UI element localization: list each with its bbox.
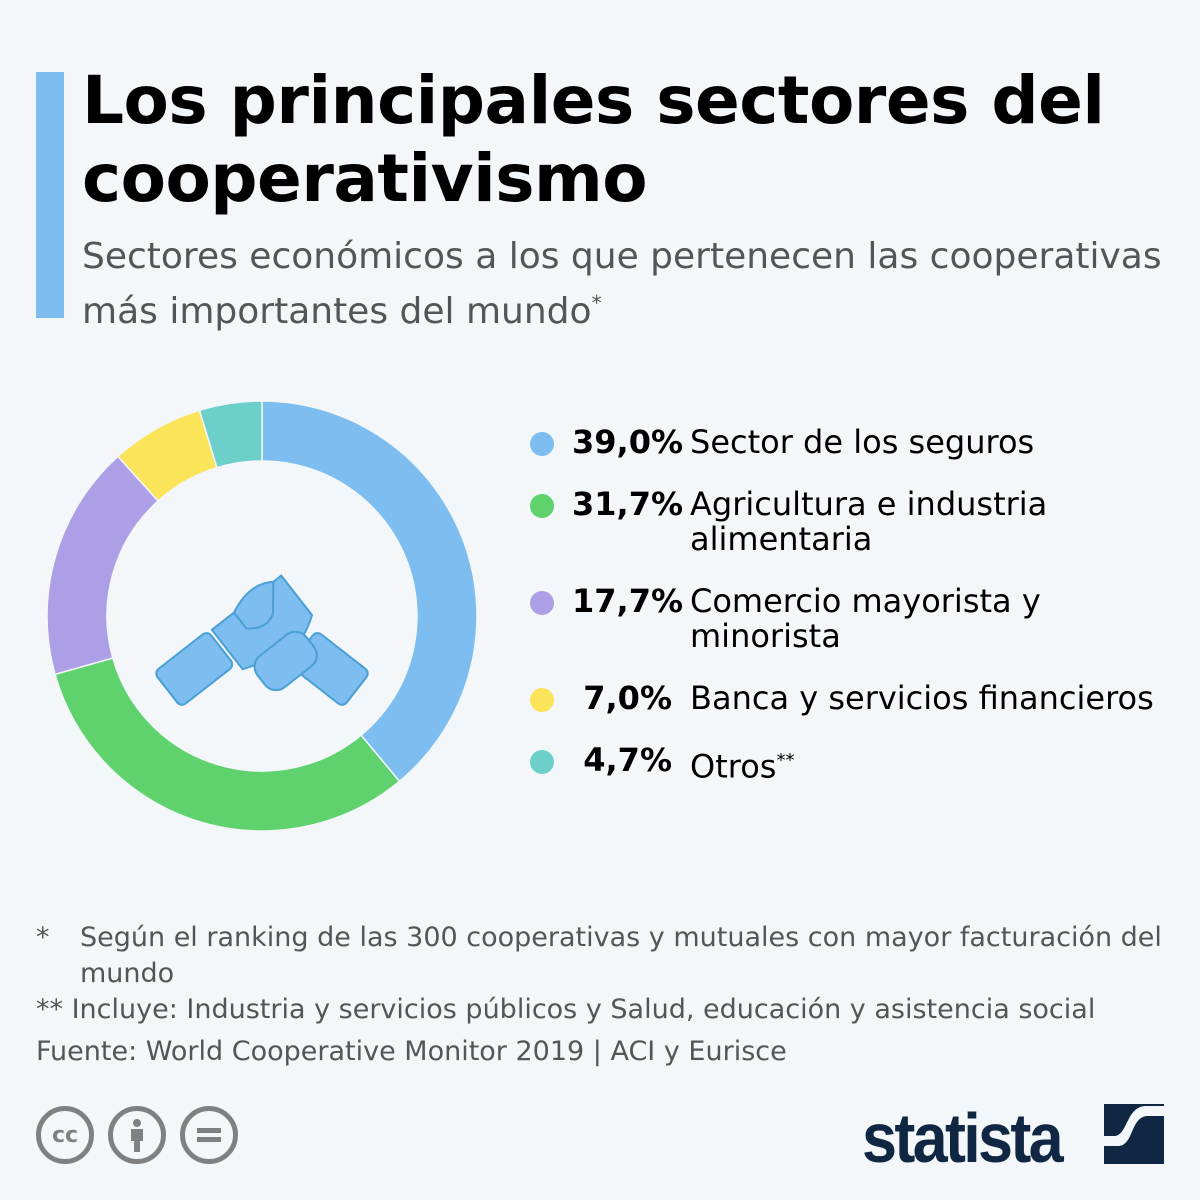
legend-dot (530, 688, 554, 712)
legend: 39,0% Sector de los seguros 31,7% Agricultu… (530, 425, 1190, 812)
legend-dot (530, 591, 554, 615)
subtitle-text: Sectores económicos a los que pertenecen… (82, 236, 1162, 332)
legend-item: 31,7% Agricultura e industria alimentaria (530, 487, 1190, 557)
source: Fuente: World Cooperative Monitor 2019 |… (36, 1036, 787, 1067)
legend-value: 31,7% (572, 485, 684, 523)
legend-dot (530, 432, 554, 456)
donut-slice (54, 657, 401, 832)
legend-value: 17,7% (572, 582, 684, 620)
footnotes: * Según el ranking de las 300 cooperativa… (36, 920, 1166, 1070)
legend-label-text: Sector de los seguros (690, 423, 1035, 461)
legend-dot (530, 494, 554, 518)
legend-item: 7,0% Banca y servicios financieros (530, 681, 1190, 716)
legend-value: 7,0% (583, 679, 672, 717)
donut-slice (198, 400, 263, 469)
handshake-icon (155, 574, 369, 706)
legend-label: Agricultura e industria alimentaria (690, 487, 1190, 557)
legend-label-text: Otros (690, 747, 777, 786)
footnote-2: ** Incluye: Industria y servicios públic… (36, 994, 1096, 1025)
legend-label: Banca y servicios financieros (690, 681, 1190, 716)
donut-slice (261, 400, 478, 783)
legend-dot (530, 750, 554, 774)
statista-logo-mark (1104, 1104, 1164, 1164)
subtitle: Sectores económicos a los que pertenecen… (82, 234, 1182, 335)
by-icon[interactable] (108, 1106, 166, 1164)
legend-label-text: Agricultura e industria alimentaria (690, 485, 1048, 558)
legend-label: Otros** (690, 743, 1190, 785)
legend-label-text: Comercio mayorista y minorista (690, 582, 1041, 655)
legend-label-mark: ** (776, 750, 795, 771)
page-title: Los principales sectores del cooperativi… (82, 62, 1105, 217)
legend-value: 39,0% (572, 423, 684, 461)
legend-item: 39,0% Sector de los seguros (530, 425, 1190, 460)
footnote-mark: * (36, 922, 50, 953)
accent-bar (36, 72, 64, 318)
nd-icon[interactable] (180, 1106, 238, 1164)
footnote-1: Según el ranking de las 300 cooperativas… (80, 922, 1162, 989)
donut-chart (46, 400, 478, 832)
legend-item: 17,7% Comercio mayorista y minorista (530, 584, 1190, 654)
donut-slice (46, 455, 160, 676)
legend-label: Sector de los seguros (690, 425, 1190, 460)
legend-label: Comercio mayorista y minorista (690, 584, 1190, 654)
legend-label-text: Banca y servicios financieros (690, 679, 1154, 717)
legend-item: 4,7% Otros** (530, 743, 1190, 785)
cc-icon[interactable]: cc (36, 1106, 94, 1164)
legend-value: 4,7% (583, 741, 672, 779)
statista-logo[interactable]: statista (862, 1099, 1064, 1177)
subtitle-mark: * (591, 291, 602, 315)
